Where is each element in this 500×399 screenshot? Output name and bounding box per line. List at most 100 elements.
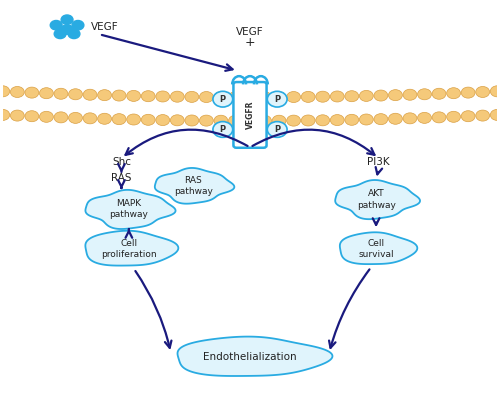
Circle shape [228, 115, 242, 126]
Circle shape [374, 90, 388, 101]
Text: Endothelialization: Endothelialization [203, 352, 297, 362]
Circle shape [228, 92, 242, 103]
Circle shape [258, 115, 272, 126]
Circle shape [126, 114, 140, 125]
Circle shape [40, 88, 54, 99]
Circle shape [345, 114, 358, 125]
Circle shape [446, 111, 460, 122]
Circle shape [403, 89, 417, 100]
Circle shape [72, 20, 84, 30]
Circle shape [0, 109, 10, 120]
Circle shape [40, 111, 54, 122]
Circle shape [50, 20, 62, 30]
Text: RAS: RAS [111, 173, 132, 183]
Circle shape [112, 90, 126, 101]
Text: PI3K: PI3K [367, 157, 390, 167]
Circle shape [10, 110, 24, 121]
Polygon shape [340, 232, 417, 264]
Circle shape [330, 91, 344, 102]
Circle shape [61, 15, 73, 24]
Circle shape [126, 91, 140, 101]
Circle shape [388, 113, 402, 124]
Circle shape [0, 86, 10, 97]
Text: P: P [274, 125, 280, 134]
Text: +: + [244, 36, 256, 49]
FancyBboxPatch shape [234, 82, 266, 148]
Text: VEGF: VEGF [91, 22, 118, 32]
Circle shape [98, 90, 112, 101]
Circle shape [432, 112, 446, 123]
Circle shape [461, 87, 475, 98]
Circle shape [214, 115, 228, 126]
Circle shape [200, 91, 213, 103]
Circle shape [403, 113, 417, 124]
Circle shape [156, 115, 170, 126]
Circle shape [185, 91, 199, 103]
Text: Shc: Shc [112, 157, 131, 167]
Circle shape [10, 87, 24, 97]
Circle shape [286, 91, 300, 103]
Circle shape [25, 87, 39, 98]
Polygon shape [155, 168, 234, 203]
Text: P: P [220, 95, 226, 104]
Circle shape [54, 29, 66, 39]
Text: RAS
pathway: RAS pathway [174, 176, 212, 196]
Circle shape [461, 111, 475, 122]
Circle shape [301, 91, 315, 103]
Circle shape [272, 115, 286, 126]
Circle shape [432, 88, 446, 99]
Text: P: P [274, 95, 280, 104]
Circle shape [98, 113, 112, 124]
Circle shape [418, 113, 432, 123]
Circle shape [200, 115, 213, 126]
Circle shape [54, 112, 68, 123]
Circle shape [476, 110, 490, 121]
Circle shape [286, 115, 300, 126]
Circle shape [213, 122, 233, 137]
Polygon shape [86, 190, 176, 229]
Circle shape [243, 92, 257, 103]
Circle shape [418, 89, 432, 100]
Circle shape [301, 115, 315, 126]
Circle shape [243, 115, 257, 126]
Circle shape [213, 91, 233, 107]
Text: VEGF: VEGF [236, 27, 264, 37]
Circle shape [268, 91, 287, 107]
Circle shape [68, 113, 82, 123]
Circle shape [272, 92, 286, 103]
Circle shape [360, 114, 374, 125]
Circle shape [170, 115, 184, 126]
Circle shape [446, 88, 460, 99]
Circle shape [214, 92, 228, 103]
Text: VEGFR: VEGFR [246, 101, 254, 129]
Circle shape [83, 89, 97, 100]
Circle shape [476, 87, 490, 97]
Text: Cell
survival: Cell survival [358, 239, 394, 259]
Polygon shape [86, 231, 178, 266]
Circle shape [142, 114, 155, 125]
Polygon shape [335, 180, 420, 219]
Circle shape [83, 113, 97, 124]
Circle shape [61, 25, 73, 34]
Circle shape [490, 109, 500, 120]
Circle shape [112, 114, 126, 124]
Circle shape [316, 115, 330, 126]
Circle shape [170, 91, 184, 102]
Text: P: P [220, 125, 226, 134]
Circle shape [268, 122, 287, 137]
Circle shape [330, 115, 344, 126]
Text: Cell
proliferation: Cell proliferation [101, 239, 156, 259]
Circle shape [374, 114, 388, 124]
Circle shape [156, 91, 170, 102]
Circle shape [316, 91, 330, 102]
Circle shape [388, 90, 402, 101]
Circle shape [25, 111, 39, 122]
Circle shape [345, 91, 358, 102]
Circle shape [490, 86, 500, 97]
Circle shape [54, 88, 68, 99]
Text: AKT
pathway: AKT pathway [356, 190, 396, 209]
Polygon shape [178, 337, 332, 376]
Circle shape [185, 115, 199, 126]
Circle shape [68, 89, 82, 100]
Circle shape [68, 29, 80, 39]
